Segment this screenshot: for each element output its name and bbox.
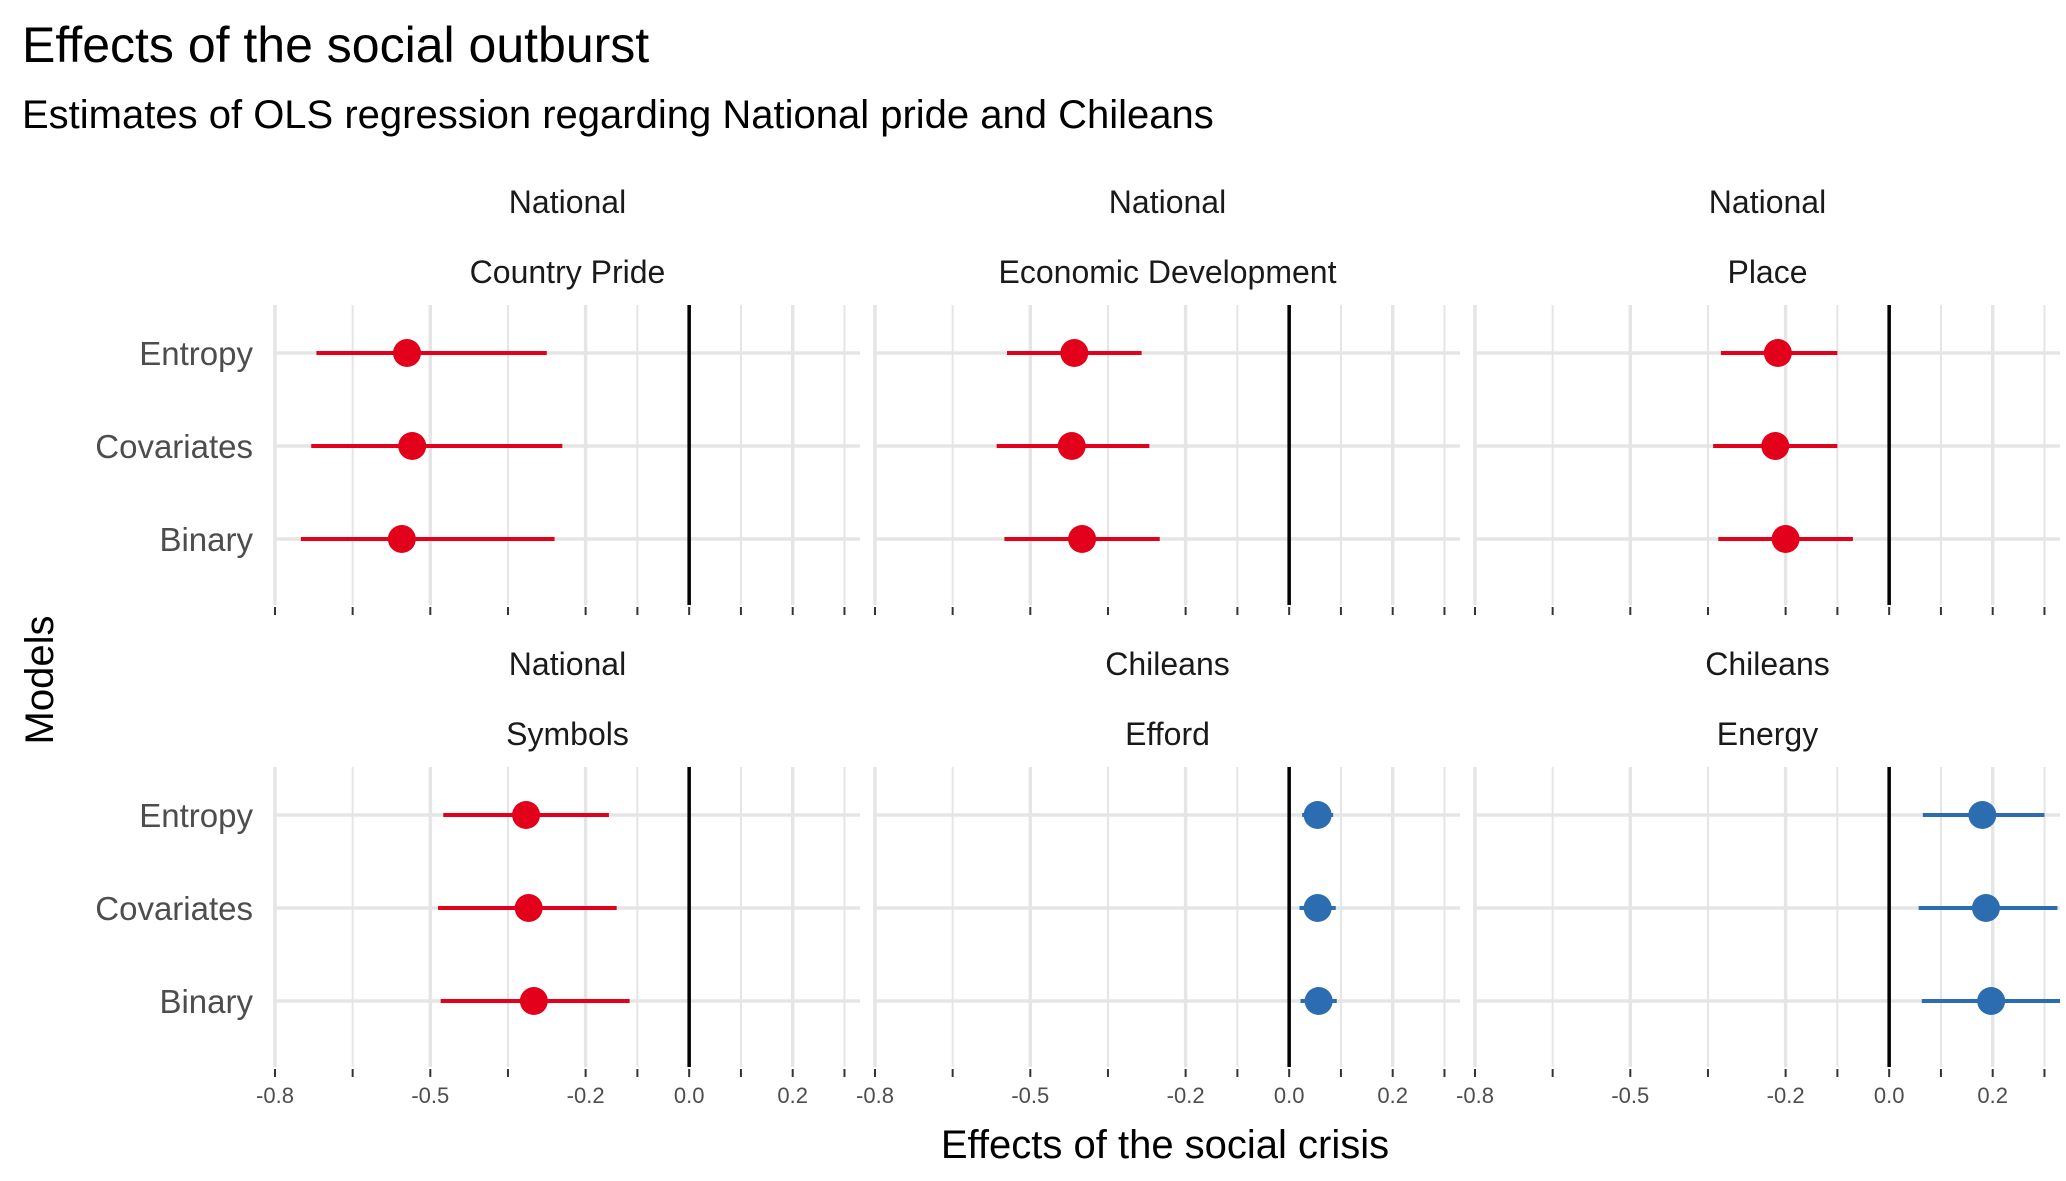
y-tick-label: Binary — [159, 983, 253, 1020]
facet-name-label: Energy — [1717, 716, 1818, 752]
facet-name-label: Country Pride — [470, 254, 666, 290]
x-tick-label: 0.0 — [1274, 1083, 1305, 1108]
x-tick-label: -0.2 — [567, 1083, 605, 1108]
facet-group-label: Chileans — [1705, 646, 1830, 682]
estimate-point — [512, 801, 541, 829]
x-tick-label: -0.5 — [1611, 1083, 1649, 1108]
facet-group-label: Chileans — [1105, 646, 1230, 682]
x-tick-label: -0.2 — [1767, 1083, 1805, 1108]
x-tick-label: -0.5 — [1011, 1083, 1049, 1108]
chart-title: Effects of the social outburst — [22, 17, 649, 73]
facet-group-label: National — [509, 646, 626, 682]
facet-group-label: National — [1709, 184, 1826, 220]
facet-panel: National Symbols Entropy Covariates Binary -0… — [95, 646, 860, 1108]
estimate-point — [1971, 894, 2000, 922]
facet-name-label: Place — [1727, 254, 1807, 290]
facet-group-label: National — [509, 184, 626, 220]
facet-name-label: Symbols — [506, 716, 629, 752]
facet-group-label: National — [1109, 184, 1226, 220]
x-tick-label: -0.8 — [256, 1083, 294, 1108]
y-tick-label: Entropy — [139, 335, 253, 372]
estimate-point — [398, 432, 427, 460]
estimate-point — [1060, 339, 1089, 367]
x-tick-label: -0.8 — [1456, 1083, 1494, 1108]
facet-panel: National Economic Development — [873, 184, 1460, 615]
x-tick-label: -0.8 — [856, 1083, 894, 1108]
facet-panels: National Country Pride Entropy Covariates Bi… — [95, 184, 2060, 1108]
facet-panel: National Place — [1473, 184, 2060, 615]
estimate-point — [387, 525, 416, 553]
estimate-point — [1968, 801, 1997, 829]
x-tick-label: 0.0 — [1874, 1083, 1905, 1108]
facet-panel: Chileans Efford -0.8 -0.5 -0.2 0.0 0.2 — [856, 646, 1460, 1108]
y-tick-label: Covariates — [95, 428, 253, 465]
estimate-point — [1763, 339, 1792, 367]
y-tick-label: Entropy — [139, 797, 253, 834]
x-tick-label: 0.0 — [674, 1083, 705, 1108]
estimate-point — [519, 987, 548, 1015]
facet-name-label: Economic Development — [999, 254, 1337, 290]
x-tick-label: -0.2 — [1167, 1083, 1205, 1108]
estimate-point — [1304, 987, 1333, 1015]
estimate-point — [1303, 894, 1332, 922]
y-tick-label: Binary — [159, 521, 253, 558]
estimate-point — [1761, 432, 1790, 460]
estimate-point — [514, 894, 543, 922]
estimate-point — [1303, 801, 1332, 829]
estimate-point — [1057, 432, 1086, 460]
x-tick-label: 0.2 — [1977, 1083, 2008, 1108]
estimate-point — [1068, 525, 1097, 553]
estimate-point — [393, 339, 422, 367]
y-axis-title: Models — [18, 616, 62, 745]
facet-panel: Chileans Energy -0.8 -0.5 -0.2 0.0 0.2 — [1456, 646, 2060, 1108]
estimate-point — [1977, 987, 2006, 1015]
chart-subtitle: Estimates of OLS regression regarding Na… — [22, 93, 1214, 137]
y-tick-label: Covariates — [95, 890, 253, 927]
facet-name-label: Efford — [1125, 716, 1210, 752]
x-tick-label: 0.2 — [777, 1083, 808, 1108]
estimate-point — [1771, 525, 1800, 553]
x-tick-label: -0.5 — [411, 1083, 449, 1108]
facet-panel: National Country Pride Entropy Covariates Bi… — [95, 184, 860, 615]
x-axis-title: Effects of the social crisis — [941, 1123, 1389, 1167]
x-tick-label: 0.2 — [1377, 1083, 1408, 1108]
